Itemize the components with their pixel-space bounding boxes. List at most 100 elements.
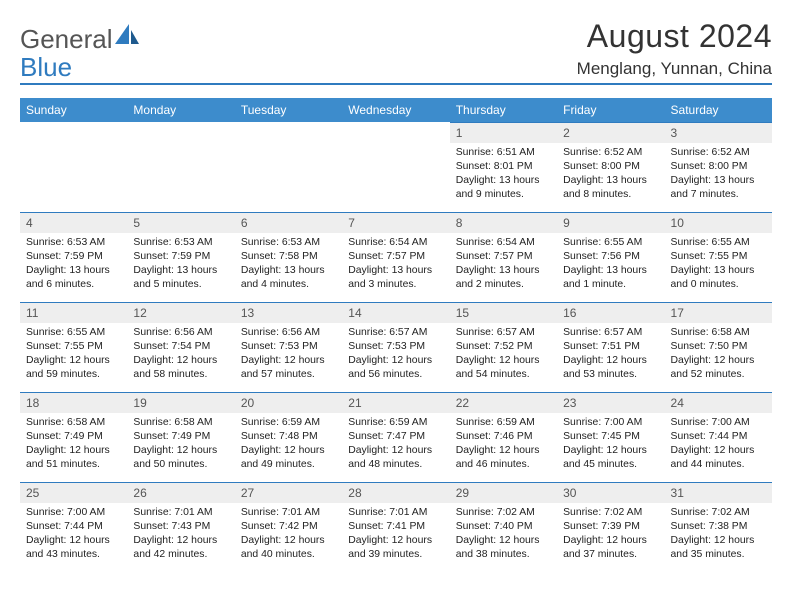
sunrise-line: Sunrise: 7:00 AM xyxy=(26,506,121,520)
day-body: Sunrise: 6:56 AMSunset: 7:54 PMDaylight:… xyxy=(127,323,234,387)
sunrise-line: Sunrise: 6:56 AM xyxy=(133,326,228,340)
day-body: Sunrise: 6:55 AMSunset: 7:56 PMDaylight:… xyxy=(557,233,664,297)
calendar-cell: 23Sunrise: 7:00 AMSunset: 7:45 PMDayligh… xyxy=(557,392,664,482)
sunset-line: Sunset: 7:50 PM xyxy=(671,340,766,354)
calendar-cell: 18Sunrise: 6:58 AMSunset: 7:49 PMDayligh… xyxy=(20,392,127,482)
weekday-header: Saturday xyxy=(665,98,772,122)
sunrise-line: Sunrise: 7:01 AM xyxy=(241,506,336,520)
sunset-line: Sunset: 7:44 PM xyxy=(671,430,766,444)
header: General Blue August 2024 Menglang, Yunna… xyxy=(20,18,772,88)
daylight-line: Daylight: 12 hours and 52 minutes. xyxy=(671,354,766,382)
calendar-cell: 7Sunrise: 6:54 AMSunset: 7:57 PMDaylight… xyxy=(342,212,449,302)
daylight-line: Daylight: 12 hours and 50 minutes. xyxy=(133,444,228,472)
sunrise-line: Sunrise: 6:57 AM xyxy=(563,326,658,340)
daylight-line: Daylight: 12 hours and 39 minutes. xyxy=(348,534,443,562)
weekday-header: Tuesday xyxy=(235,98,342,122)
sunset-line: Sunset: 7:54 PM xyxy=(133,340,228,354)
day-body: Sunrise: 6:54 AMSunset: 7:57 PMDaylight:… xyxy=(342,233,449,297)
sunset-line: Sunset: 7:38 PM xyxy=(671,520,766,534)
calendar-cell: 9Sunrise: 6:55 AMSunset: 7:56 PMDaylight… xyxy=(557,212,664,302)
day-number: 24 xyxy=(665,392,772,413)
day-body: Sunrise: 6:55 AMSunset: 7:55 PMDaylight:… xyxy=(20,323,127,387)
calendar-cell: 2Sunrise: 6:52 AMSunset: 8:00 PMDaylight… xyxy=(557,122,664,212)
calendar-cell: 27Sunrise: 7:01 AMSunset: 7:42 PMDayligh… xyxy=(235,482,342,572)
sunrise-line: Sunrise: 6:54 AM xyxy=(456,236,551,250)
day-number: 31 xyxy=(665,482,772,503)
day-number: 18 xyxy=(20,392,127,413)
day-number: 5 xyxy=(127,212,234,233)
sunrise-line: Sunrise: 6:58 AM xyxy=(133,416,228,430)
sunrise-line: Sunrise: 7:00 AM xyxy=(671,416,766,430)
sunrise-line: Sunrise: 6:58 AM xyxy=(671,326,766,340)
sunrise-line: Sunrise: 7:02 AM xyxy=(563,506,658,520)
sunrise-line: Sunrise: 6:58 AM xyxy=(26,416,121,430)
calendar-cell: 1Sunrise: 6:51 AMSunset: 8:01 PMDaylight… xyxy=(450,122,557,212)
sunset-line: Sunset: 7:42 PM xyxy=(241,520,336,534)
sunset-line: Sunset: 8:00 PM xyxy=(671,160,766,174)
day-number: 10 xyxy=(665,212,772,233)
sunset-line: Sunset: 7:43 PM xyxy=(133,520,228,534)
sunset-line: Sunset: 8:01 PM xyxy=(456,160,551,174)
daylight-line: Daylight: 13 hours and 0 minutes. xyxy=(671,264,766,292)
daylight-line: Daylight: 12 hours and 59 minutes. xyxy=(26,354,121,382)
daylight-line: Daylight: 12 hours and 57 minutes. xyxy=(241,354,336,382)
sunrise-line: Sunrise: 6:54 AM xyxy=(348,236,443,250)
day-body: Sunrise: 7:01 AMSunset: 7:42 PMDaylight:… xyxy=(235,503,342,567)
day-number: 7 xyxy=(342,212,449,233)
daylight-line: Daylight: 13 hours and 5 minutes. xyxy=(133,264,228,292)
day-number: 16 xyxy=(557,302,664,323)
calendar-cell: 15Sunrise: 6:57 AMSunset: 7:52 PMDayligh… xyxy=(450,302,557,392)
daylight-line: Daylight: 12 hours and 51 minutes. xyxy=(26,444,121,472)
sunset-line: Sunset: 7:59 PM xyxy=(133,250,228,264)
sunset-line: Sunset: 7:45 PM xyxy=(563,430,658,444)
day-number: 3 xyxy=(665,122,772,143)
daylight-line: Daylight: 12 hours and 43 minutes. xyxy=(26,534,121,562)
day-body: Sunrise: 6:58 AMSunset: 7:49 PMDaylight:… xyxy=(20,413,127,477)
sunset-line: Sunset: 7:49 PM xyxy=(133,430,228,444)
calendar-body: 1Sunrise: 6:51 AMSunset: 8:01 PMDaylight… xyxy=(20,122,772,572)
day-body: Sunrise: 7:02 AMSunset: 7:38 PMDaylight:… xyxy=(665,503,772,567)
day-number: 21 xyxy=(342,392,449,413)
day-body: Sunrise: 6:58 AMSunset: 7:49 PMDaylight:… xyxy=(127,413,234,477)
daylight-line: Daylight: 13 hours and 1 minute. xyxy=(563,264,658,292)
sunrise-line: Sunrise: 6:52 AM xyxy=(671,146,766,160)
calendar-cell: 14Sunrise: 6:57 AMSunset: 7:53 PMDayligh… xyxy=(342,302,449,392)
calendar-cell: 29Sunrise: 7:02 AMSunset: 7:40 PMDayligh… xyxy=(450,482,557,572)
sunset-line: Sunset: 7:52 PM xyxy=(456,340,551,354)
logo-sail-icon xyxy=(115,24,141,46)
sunset-line: Sunset: 7:58 PM xyxy=(241,250,336,264)
day-body: Sunrise: 6:53 AMSunset: 7:59 PMDaylight:… xyxy=(20,233,127,297)
day-body: Sunrise: 6:59 AMSunset: 7:48 PMDaylight:… xyxy=(235,413,342,477)
day-body: Sunrise: 6:57 AMSunset: 7:53 PMDaylight:… xyxy=(342,323,449,387)
daylight-line: Daylight: 12 hours and 45 minutes. xyxy=(563,444,658,472)
sunset-line: Sunset: 7:40 PM xyxy=(456,520,551,534)
day-number: 25 xyxy=(20,482,127,503)
sunrise-line: Sunrise: 6:51 AM xyxy=(456,146,551,160)
weekday-header: Monday xyxy=(127,98,234,122)
calendar-cell: 26Sunrise: 7:01 AMSunset: 7:43 PMDayligh… xyxy=(127,482,234,572)
calendar-cell: 30Sunrise: 7:02 AMSunset: 7:39 PMDayligh… xyxy=(557,482,664,572)
day-body: Sunrise: 7:00 AMSunset: 7:44 PMDaylight:… xyxy=(665,413,772,477)
daylight-line: Daylight: 12 hours and 56 minutes. xyxy=(348,354,443,382)
daylight-line: Daylight: 13 hours and 2 minutes. xyxy=(456,264,551,292)
sunrise-line: Sunrise: 6:59 AM xyxy=(456,416,551,430)
calendar-cell: 4Sunrise: 6:53 AMSunset: 7:59 PMDaylight… xyxy=(20,212,127,302)
day-number: 15 xyxy=(450,302,557,323)
day-body: Sunrise: 6:52 AMSunset: 8:00 PMDaylight:… xyxy=(557,143,664,207)
logo-text-blue: Blue xyxy=(20,52,72,83)
logo-text-general: General xyxy=(20,24,113,55)
sunset-line: Sunset: 7:49 PM xyxy=(26,430,121,444)
calendar-cell: 5Sunrise: 6:53 AMSunset: 7:59 PMDaylight… xyxy=(127,212,234,302)
sunrise-line: Sunrise: 6:55 AM xyxy=(563,236,658,250)
day-number: 14 xyxy=(342,302,449,323)
calendar-cell: 20Sunrise: 6:59 AMSunset: 7:48 PMDayligh… xyxy=(235,392,342,482)
sunset-line: Sunset: 8:00 PM xyxy=(563,160,658,174)
sunset-line: Sunset: 7:44 PM xyxy=(26,520,121,534)
day-body: Sunrise: 6:51 AMSunset: 8:01 PMDaylight:… xyxy=(450,143,557,207)
day-number: 26 xyxy=(127,482,234,503)
day-number: 1 xyxy=(450,122,557,143)
day-number: 11 xyxy=(20,302,127,323)
logo: General xyxy=(20,24,141,55)
sunset-line: Sunset: 7:56 PM xyxy=(563,250,658,264)
sunrise-line: Sunrise: 6:55 AM xyxy=(26,326,121,340)
